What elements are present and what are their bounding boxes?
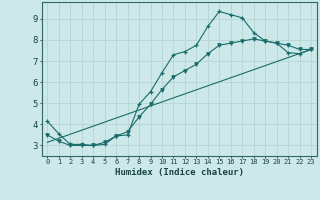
X-axis label: Humidex (Indice chaleur): Humidex (Indice chaleur): [115, 168, 244, 177]
